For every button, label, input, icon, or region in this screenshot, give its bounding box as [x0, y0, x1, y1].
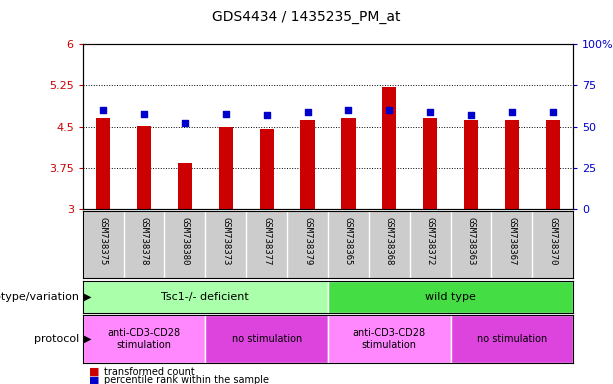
Text: GSM738363: GSM738363 [466, 217, 476, 265]
Text: GSM738377: GSM738377 [262, 217, 271, 265]
Bar [464, 120, 478, 209]
Text: wild type: wild type [425, 292, 476, 302]
Bar [137, 126, 151, 209]
Text: GSM738367: GSM738367 [508, 217, 516, 265]
Bar [259, 129, 274, 209]
Text: anti-CD3-CD28
stimulation: anti-CD3-CD28 stimulation [107, 328, 181, 350]
Point [466, 112, 476, 118]
Text: ▶: ▶ [84, 292, 91, 302]
Bar [504, 120, 519, 209]
Bar [451, 315, 573, 363]
Text: protocol: protocol [34, 334, 80, 344]
Bar [328, 315, 451, 363]
Text: GDS4434 / 1435235_PM_at: GDS4434 / 1435235_PM_at [212, 10, 401, 24]
Bar [341, 118, 356, 209]
Text: no stimulation: no stimulation [477, 334, 547, 344]
Point [180, 120, 190, 126]
Text: no stimulation: no stimulation [232, 334, 302, 344]
Point [303, 109, 313, 115]
Bar [546, 120, 560, 209]
Bar [96, 118, 110, 209]
Bar [205, 315, 328, 363]
Point [384, 107, 394, 113]
Bar [300, 120, 314, 209]
Point [221, 111, 230, 117]
Text: percentile rank within the sample: percentile rank within the sample [104, 375, 269, 384]
Bar [382, 86, 397, 209]
Text: GSM738368: GSM738368 [385, 217, 394, 265]
Text: anti-CD3-CD28
stimulation: anti-CD3-CD28 stimulation [352, 328, 426, 350]
Bar [83, 315, 205, 363]
Text: genotype/variation: genotype/variation [0, 292, 80, 302]
Text: GSM738380: GSM738380 [180, 217, 189, 265]
Bar [328, 281, 573, 313]
Text: GSM738378: GSM738378 [140, 217, 148, 265]
Text: Tsc1-/- deficient: Tsc1-/- deficient [161, 292, 249, 302]
Point [548, 109, 558, 115]
Bar [423, 118, 437, 209]
Text: GSM738375: GSM738375 [99, 217, 108, 265]
Text: transformed count: transformed count [104, 367, 195, 377]
Bar [83, 281, 328, 313]
Text: ▶: ▶ [84, 334, 91, 344]
Text: GSM738372: GSM738372 [425, 217, 435, 265]
Point [98, 107, 108, 113]
Text: GSM738370: GSM738370 [548, 217, 557, 265]
Point [507, 109, 517, 115]
Bar [219, 127, 233, 209]
Point [425, 109, 435, 115]
Point [343, 107, 353, 113]
Point [262, 112, 272, 118]
Text: GSM738379: GSM738379 [303, 217, 312, 265]
Text: ■: ■ [89, 367, 99, 377]
Text: GSM738365: GSM738365 [344, 217, 353, 265]
Bar [178, 163, 192, 209]
Text: GSM738373: GSM738373 [221, 217, 230, 265]
Point [139, 111, 149, 117]
Text: ■: ■ [89, 375, 99, 384]
